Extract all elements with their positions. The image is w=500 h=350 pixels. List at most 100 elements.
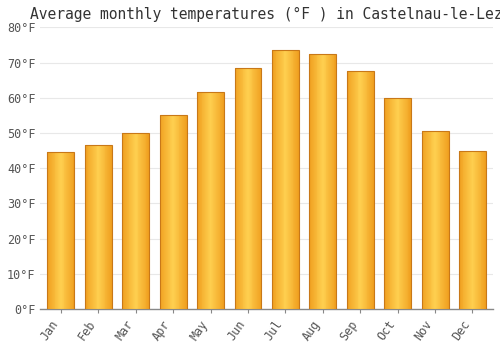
Bar — [425, 131, 426, 309]
Bar — [355, 71, 356, 309]
Bar — [273, 50, 274, 309]
Bar — [122, 133, 149, 309]
Bar — [70, 152, 71, 309]
Bar — [212, 92, 213, 309]
Bar — [354, 71, 355, 309]
Bar — [323, 54, 324, 309]
Bar — [436, 131, 437, 309]
Bar — [242, 68, 244, 309]
Bar — [209, 92, 210, 309]
Bar — [385, 98, 386, 309]
Bar — [403, 98, 404, 309]
Bar — [392, 98, 393, 309]
Bar — [461, 150, 462, 309]
Bar — [204, 92, 205, 309]
Bar — [90, 145, 91, 309]
Bar — [168, 116, 170, 309]
Bar — [72, 152, 74, 309]
Bar — [132, 133, 133, 309]
Bar — [347, 71, 348, 309]
Bar — [66, 152, 67, 309]
Bar — [446, 131, 448, 309]
Bar — [64, 152, 66, 309]
Bar — [102, 145, 103, 309]
Bar — [258, 68, 260, 309]
Bar — [218, 92, 220, 309]
Bar — [351, 71, 352, 309]
Bar — [395, 98, 396, 309]
Bar — [276, 50, 278, 309]
Bar — [410, 98, 411, 309]
Bar — [214, 92, 215, 309]
Bar — [220, 92, 222, 309]
Bar — [296, 50, 297, 309]
Bar — [322, 54, 323, 309]
Bar — [180, 116, 181, 309]
Bar — [162, 116, 164, 309]
Bar — [321, 54, 322, 309]
Bar — [444, 131, 445, 309]
Bar — [136, 133, 138, 309]
Bar — [329, 54, 330, 309]
Bar — [320, 54, 321, 309]
Bar — [68, 152, 69, 309]
Bar — [369, 71, 370, 309]
Bar — [371, 71, 372, 309]
Bar — [313, 54, 314, 309]
Bar — [469, 150, 470, 309]
Bar — [298, 50, 299, 309]
Bar — [292, 50, 294, 309]
Bar — [181, 116, 182, 309]
Bar — [222, 92, 223, 309]
Bar — [197, 92, 198, 309]
Bar — [368, 71, 369, 309]
Bar — [388, 98, 390, 309]
Bar — [294, 50, 296, 309]
Bar — [110, 145, 111, 309]
Bar — [172, 116, 173, 309]
Bar — [130, 133, 131, 309]
Bar — [138, 133, 140, 309]
Bar — [328, 54, 329, 309]
Bar — [434, 131, 435, 309]
Bar — [274, 50, 276, 309]
Bar — [330, 54, 331, 309]
Bar — [290, 50, 291, 309]
Bar — [297, 50, 298, 309]
Bar — [372, 71, 373, 309]
Bar — [470, 150, 472, 309]
Bar — [324, 54, 326, 309]
Bar — [284, 50, 286, 309]
Bar — [234, 68, 236, 309]
Bar — [255, 68, 256, 309]
Bar — [160, 116, 186, 309]
Bar — [131, 133, 132, 309]
Bar — [56, 152, 58, 309]
Bar — [85, 145, 112, 309]
Bar — [61, 152, 62, 309]
Bar — [58, 152, 59, 309]
Bar — [482, 150, 484, 309]
Bar — [311, 54, 312, 309]
Bar — [358, 71, 360, 309]
Bar — [60, 152, 61, 309]
Bar — [202, 92, 203, 309]
Bar — [200, 92, 202, 309]
Bar — [142, 133, 143, 309]
Bar — [92, 145, 93, 309]
Bar — [432, 131, 434, 309]
Bar — [319, 54, 320, 309]
Bar — [326, 54, 328, 309]
Bar — [144, 133, 146, 309]
Bar — [387, 98, 388, 309]
Bar — [475, 150, 476, 309]
Bar — [248, 68, 249, 309]
Bar — [96, 145, 98, 309]
Bar — [101, 145, 102, 309]
Bar — [406, 98, 408, 309]
Bar — [165, 116, 166, 309]
Bar — [260, 68, 262, 309]
Bar — [52, 152, 53, 309]
Bar — [94, 145, 96, 309]
Bar — [53, 152, 54, 309]
